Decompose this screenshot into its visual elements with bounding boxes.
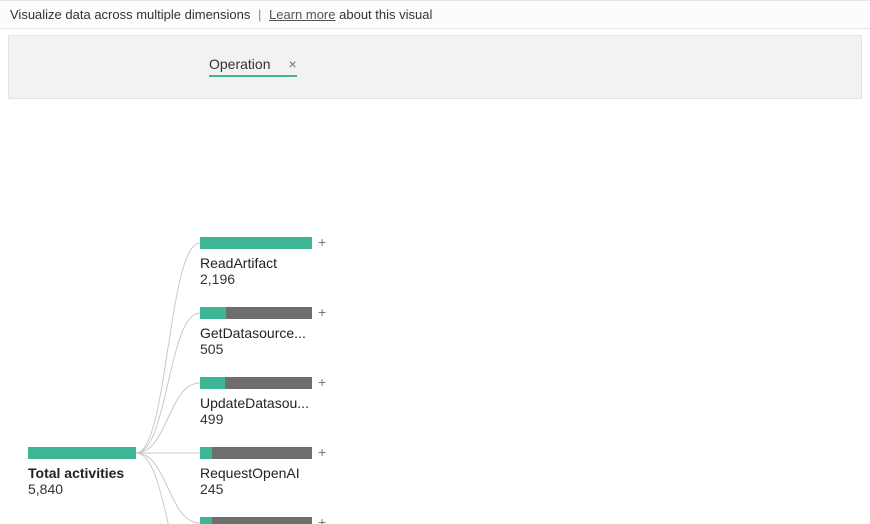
close-icon[interactable]: ×	[288, 56, 296, 72]
root-value: 5,840	[28, 481, 136, 497]
tree-child-node[interactable]: +RequestOpenAI245	[200, 447, 312, 497]
child-bar	[200, 307, 312, 319]
tree-child-node[interactable]: +UpdateDatasou...499	[200, 377, 312, 427]
dimension-pill[interactable]: Operation ×	[209, 56, 297, 77]
expand-icon[interactable]: +	[318, 374, 326, 390]
learn-more-link[interactable]: Learn more	[269, 7, 335, 22]
child-value: 2,196	[200, 271, 312, 287]
expand-icon[interactable]: +	[318, 444, 326, 460]
dimension-label: Operation	[209, 56, 270, 72]
expand-icon[interactable]: +	[318, 304, 326, 320]
child-value: 245	[200, 481, 312, 497]
child-bar	[200, 447, 312, 459]
child-bar-fill	[200, 237, 312, 249]
tree-child-node[interactable]: +RequestCopilot228	[200, 517, 312, 524]
child-bar	[200, 377, 312, 389]
tree-root-node[interactable]: Total activities 5,840	[28, 447, 136, 497]
banner-text: Visualize data across multiple dimension…	[10, 7, 250, 22]
child-label: ReadArtifact	[200, 255, 312, 271]
child-bar-track	[200, 517, 312, 524]
child-bar-fill	[200, 307, 226, 319]
child-label: GetDatasource...	[200, 325, 312, 341]
child-bar	[200, 237, 312, 249]
child-bar	[200, 517, 312, 524]
info-banner: Visualize data across multiple dimension…	[0, 0, 870, 29]
child-label: RequestOpenAI	[200, 465, 312, 481]
root-bar	[28, 447, 136, 459]
expand-icon[interactable]: +	[318, 514, 326, 524]
root-label: Total activities	[28, 465, 136, 481]
banner-separator: |	[258, 7, 265, 22]
decomposition-tree: Total activities 5,840 +ReadArtifact2,19…	[0, 99, 870, 524]
child-bar-fill	[200, 447, 212, 459]
child-bar-track	[200, 447, 312, 459]
child-value: 499	[200, 411, 312, 427]
tree-child-node[interactable]: +GetDatasource...505	[200, 307, 312, 357]
child-value: 505	[200, 341, 312, 357]
expand-icon[interactable]: +	[318, 234, 326, 250]
banner-suffix: about this visual	[339, 7, 432, 22]
child-label: UpdateDatasou...	[200, 395, 312, 411]
child-bar-fill	[200, 517, 212, 524]
child-bar-fill	[200, 377, 225, 389]
dimension-header-bar: Operation ×	[8, 35, 862, 99]
tree-child-node[interactable]: +ReadArtifact2,196	[200, 237, 312, 287]
